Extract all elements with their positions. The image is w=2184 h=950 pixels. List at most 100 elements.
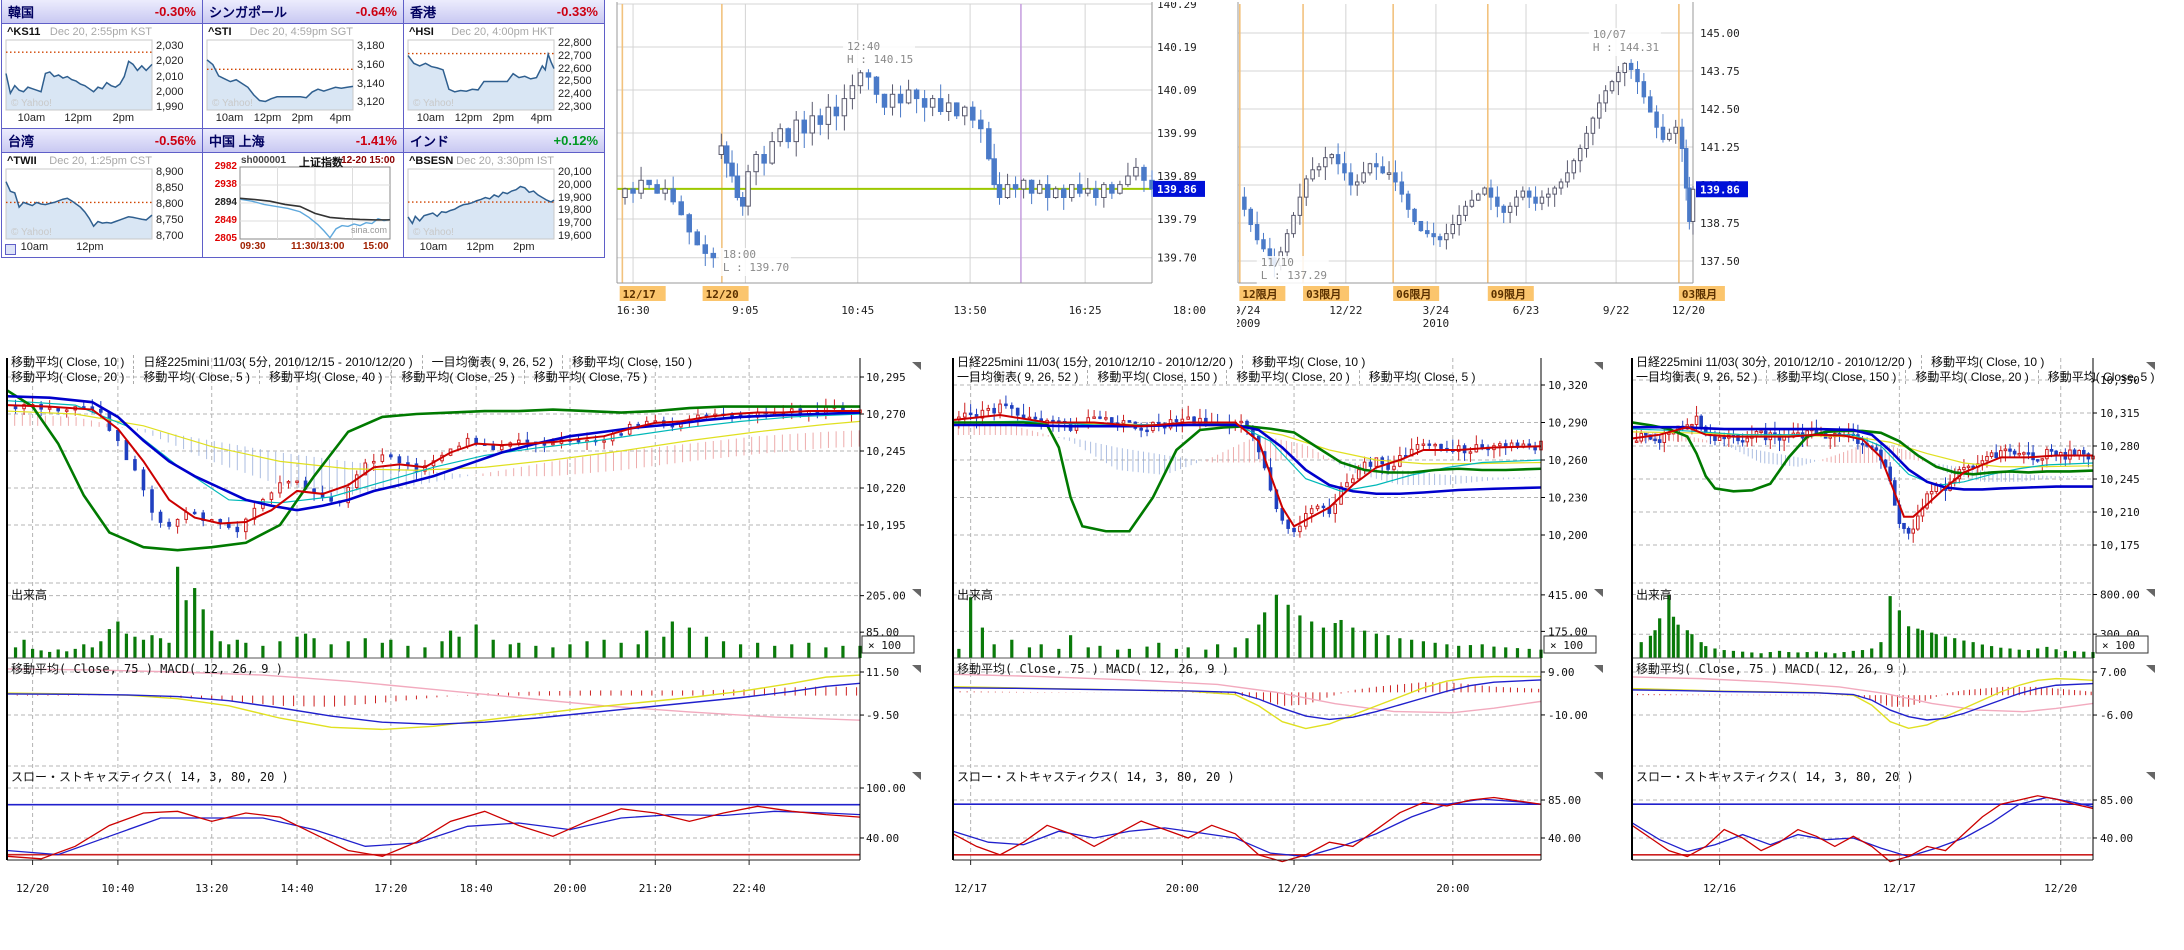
technical-plot[interactable]: 10,350 10,315 10,280 10,245 10,210 10,175 800.… — [1630, 352, 2184, 950]
quote-timestamp: Dec 20, 2:55pm KST — [49, 26, 152, 38]
svg-text:11.50: 11.50 — [866, 666, 899, 679]
svg-text:10,245: 10,245 — [2100, 473, 2140, 486]
market-name: シンガポール — [209, 5, 288, 20]
y-tick: 2,000 — [156, 85, 184, 98]
stochastics-label: スロー・ストキャスティクス( 14, 3, 80, 20 ) — [1636, 770, 1914, 784]
multiplier-badge — [861, 635, 915, 654]
quote-panel-taiwan[interactable]: 台湾 -0.56% ^TWII Dec 20, 1:25pm CST © Yah… — [1, 128, 203, 258]
pane-collapse-icon[interactable] — [1594, 362, 1603, 370]
quote-panel-india[interactable]: インド +0.12% ^BSESN Dec 20, 3:30pm IST © Y… — [403, 128, 605, 258]
quote-chart-area: ^HSI Dec 20, 4:00pm HKT © Yahoo! 22,800 2… — [404, 24, 604, 128]
technical-plot[interactable]: 10,29510,27010,24510,22010,195205.0085.0… — [0, 352, 950, 950]
svg-text:145.00: 145.00 — [1700, 27, 1740, 40]
chart-legend-line2: 一目均衡表( 9, 26, 52 ) 移動平均( Close, 150 ) 移動平均… — [1634, 368, 2164, 385]
pane-collapse-icon[interactable] — [1594, 589, 1603, 597]
y-tick: 22,500 — [558, 75, 592, 88]
svg-text:142.50: 142.50 — [1700, 103, 1740, 116]
multiplier-badge — [1543, 635, 1597, 654]
tech-chart-15min: 日経225mini 11/03( 15分, 2010/12/10 - 2010/… — [950, 352, 1630, 950]
pane-collapse-icon[interactable] — [912, 772, 921, 780]
mini-chart[interactable] — [203, 24, 403, 128]
resize-corner-icon[interactable] — [5, 244, 16, 255]
watermark: © Yahoo! — [11, 98, 52, 109]
svg-text:10,280: 10,280 — [2100, 440, 2140, 453]
x-tick: 10am — [419, 241, 448, 253]
pane-collapse-icon[interactable] — [2146, 665, 2155, 673]
volume-bars — [957, 594, 1543, 658]
quote-timestamp: Dec 20, 3:30pm IST — [456, 155, 554, 167]
y-tick: 2,010 — [156, 70, 184, 83]
quote-timestamp: Dec 20, 1:25pm CST — [49, 155, 152, 167]
svg-text:40.00: 40.00 — [1548, 832, 1581, 845]
legend-item: 一目均衡表( 9, 26, 52 ) — [1636, 370, 1758, 384]
svg-text:12/20: 12/20 — [1672, 304, 1705, 317]
futures-daily-chart: 145.00143.75142.50141.25140.00138.75137.… — [1234, 2, 1817, 341]
quote-panel-shanghai[interactable]: 中国 上海 -1.41% sh000001 上证指数 12-20 15:00 s… — [202, 128, 404, 258]
market-name: 香港 — [410, 5, 437, 20]
svg-text:22:40: 22:40 — [733, 882, 766, 895]
svg-text:03限月: 03限月 — [1306, 287, 1341, 301]
pane-collapse-icon[interactable] — [912, 362, 921, 370]
mini-chart[interactable] — [404, 24, 604, 128]
svg-text:-9.50: -9.50 — [866, 709, 899, 722]
change-percent: -0.64% — [355, 4, 397, 19]
legend-item: 移動平均( Close, 150 ) — [1766, 370, 1906, 384]
y-tick: 8,800 — [156, 198, 184, 210]
svg-text:2009: 2009 — [1237, 317, 1260, 330]
pane-collapse-icon[interactable] — [912, 665, 921, 673]
stochastics-label: スロー・ストキャスティクス( 14, 3, 80, 20 ) — [957, 770, 1235, 784]
svg-text:12/22: 12/22 — [1329, 304, 1362, 317]
x-tick: 12pm — [76, 241, 104, 253]
ticker-symbol: sh000001 — [241, 155, 287, 166]
svg-text:9/22: 9/22 — [1603, 304, 1630, 317]
candlestick-plot[interactable]: 145.00143.75142.50141.25140.00138.75137.… — [1234, 2, 1817, 336]
legend-item: 移動平均( Close, 75 ) — [523, 370, 657, 384]
svg-text:9/24: 9/24 — [1237, 304, 1261, 317]
svg-text:12/17: 12/17 — [623, 288, 656, 301]
pane-collapse-icon[interactable] — [2146, 589, 2155, 597]
candlestick-plot[interactable]: 140.29 140.19 140.09 139.99 139.89 139.79 139.… — [615, 0, 1255, 336]
quote-panel-korea[interactable]: 韓国 -0.30% ^KS11 Dec 20, 2:55pm KST © Yah… — [1, 0, 203, 129]
change-percent: +0.12% — [553, 133, 598, 148]
y-tick: 3,120 — [357, 96, 385, 109]
pane-collapse-icon[interactable] — [1594, 665, 1603, 673]
svg-text:85.00: 85.00 — [2100, 794, 2133, 807]
legend-item: 移動平均( Close, 20 ) — [1905, 370, 2038, 384]
svg-text:415.00: 415.00 — [1548, 589, 1588, 602]
svg-text:3/24: 3/24 — [1423, 304, 1450, 317]
y-tick: 19,600 — [558, 230, 592, 243]
pane-collapse-icon[interactable] — [2146, 772, 2155, 780]
mini-chart[interactable] — [203, 153, 403, 257]
svg-text:10,350: 10,350 — [2100, 374, 2140, 387]
quote-chart-area: ^KS11 Dec 20, 2:55pm KST © Yahoo! 2,030 2… — [2, 24, 202, 128]
pane-collapse-icon[interactable] — [912, 589, 921, 597]
candles — [1242, 59, 1696, 278]
svg-text:10,175: 10,175 — [2100, 539, 2140, 552]
y-tick: 22,400 — [558, 88, 592, 101]
mini-chart[interactable] — [2, 24, 202, 128]
svg-text:139.86: 139.86 — [1157, 183, 1197, 196]
index-title: 上证指数 — [299, 157, 343, 169]
legend-item: 一目均衡表( 9, 26, 52 ) — [957, 370, 1079, 384]
ticker-symbol: ^HSI — [409, 26, 434, 38]
volume-bars — [13, 566, 862, 658]
mini-chart[interactable] — [404, 153, 604, 257]
y-tick: 20,100 — [558, 165, 592, 178]
svg-text:13:50: 13:50 — [954, 304, 987, 317]
technical-plot[interactable]: 10,320 10,290 10,260 10,230 10,200 415.00 175.… — [950, 352, 1630, 950]
tech-chart-5min: 移動平均( Close, 10 ) 日経225mini 11/03( 5分, 20… — [0, 352, 950, 950]
chart-legend-line1: 日経225mini 11/03( 15分, 2010/12/10 - 2010/… — [955, 353, 1375, 370]
svg-text:10,270: 10,270 — [866, 408, 906, 421]
quote-panel-singapore[interactable]: シンガポール -0.64% ^STI Dec 20, 4:59pm SGT © … — [202, 0, 404, 129]
mini-chart[interactable] — [2, 153, 202, 257]
chart-legend-line2: 一目均衡表( 9, 26, 52 ) 移動平均( Close, 150 ) 移動平均… — [955, 368, 1485, 385]
pane-collapse-icon[interactable] — [2146, 362, 2155, 370]
session-badge — [1487, 286, 1534, 301]
macd-label: 移動平均( Close, 75 ) MACD( 12, 26, 9 ) — [1636, 662, 1908, 676]
macd-label: 移動平均( Close, 75 ) MACD( 12, 26, 9 ) — [11, 662, 283, 676]
quote-panel-hongkong[interactable]: 香港 -0.33% ^HSI Dec 20, 4:00pm HKT © Yaho… — [403, 0, 605, 129]
pane-collapse-icon[interactable] — [1594, 772, 1603, 780]
y-tick: 2982 — [214, 161, 237, 172]
svg-text:7.00: 7.00 — [2100, 666, 2127, 679]
svg-text:× 100: × 100 — [1550, 639, 1583, 652]
